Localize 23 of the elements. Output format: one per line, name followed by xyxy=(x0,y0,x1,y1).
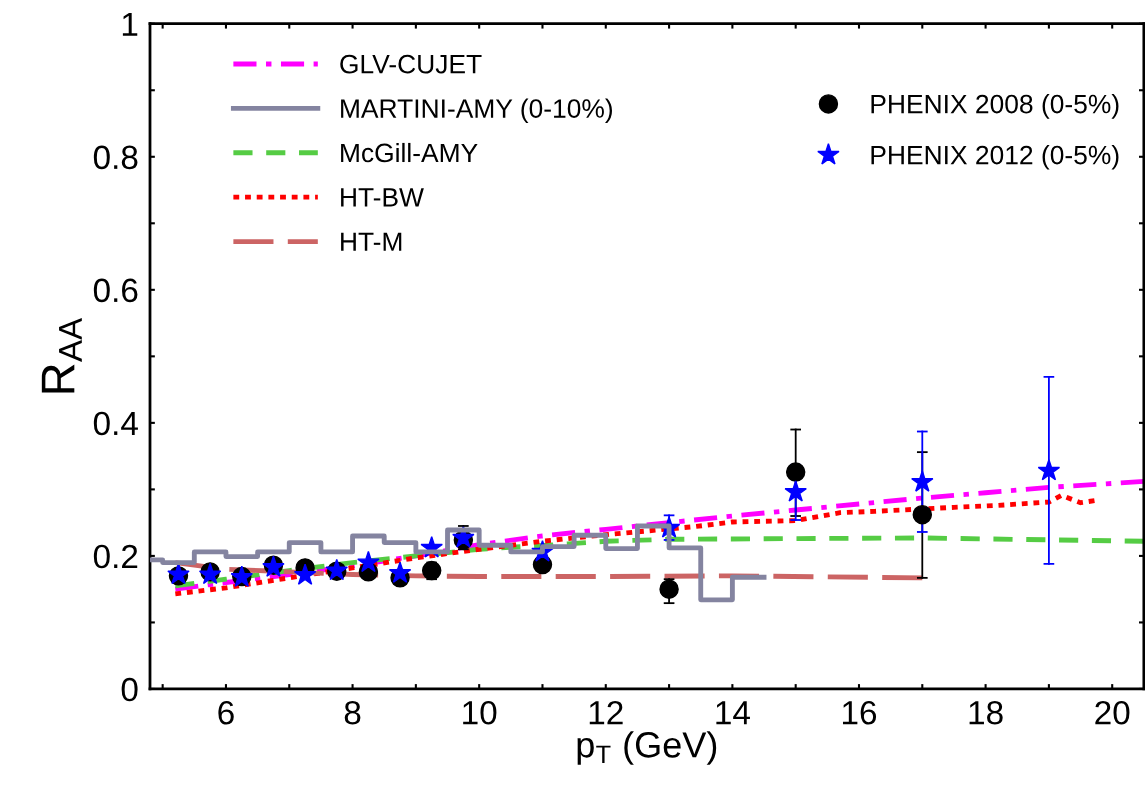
y-axis-title: R$_{AA}$ xyxy=(41,317,82,393)
legend-label: McGill-AMY xyxy=(341,142,478,163)
legend-label: GLV-CUJET xyxy=(340,54,482,74)
x-tick-label: 14 xyxy=(716,701,750,725)
legend-label: PHENIX 2008 (0-5%) xyxy=(871,94,1119,119)
x-tick-label: 16 xyxy=(843,700,877,725)
x-tick-label: 12 xyxy=(589,700,623,725)
legend-label: MARTINI-AMY (0-10%) xyxy=(341,98,613,124)
x-tick-label: 8 xyxy=(344,700,361,725)
x-tick-label: 20 xyxy=(1095,700,1130,725)
y-tick-label: 0.4 xyxy=(93,411,138,436)
y-tick-label: 0.2 xyxy=(93,544,138,569)
legend-label: HT-M xyxy=(341,232,402,251)
x-tick-label: 18 xyxy=(969,700,1003,725)
y-tick-label: 0.6 xyxy=(93,278,138,303)
x-tick-label: 6 xyxy=(218,700,234,725)
x-tick-label: 10 xyxy=(463,700,497,725)
y-tick-label: 0 xyxy=(121,677,138,702)
x-axis-title: p$_{T}$ (GeV) xyxy=(577,731,717,765)
y-tick-label: 0.8 xyxy=(93,145,138,170)
legend-label: HT-BW xyxy=(341,188,424,207)
legend-label: PHENIX 2012 (0-5%) xyxy=(871,145,1119,170)
y-tick-label: 1 xyxy=(122,12,138,36)
